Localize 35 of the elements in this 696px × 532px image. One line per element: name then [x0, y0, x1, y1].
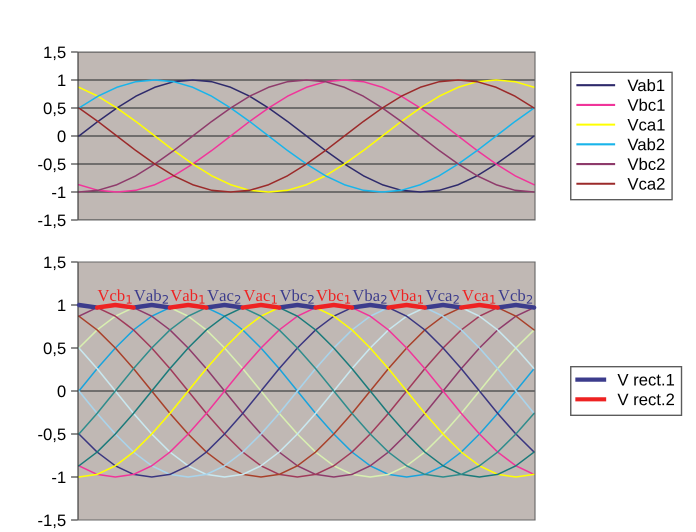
annotation: Vba$_{2}$ — [352, 289, 386, 304]
annotation: Vac$_{1}$ — [244, 290, 277, 304]
annotation: Vcb$_{1}$ — [98, 289, 132, 304]
legend-label: V rect.1 — [617, 374, 674, 386]
annotation: Vca$_{1}$ — [462, 290, 496, 304]
y-tick-label: 1 — [58, 74, 66, 86]
line-series — [78, 79, 535, 193]
y-tick-label: 0 — [58, 385, 66, 398]
legend-label: Vca2 — [627, 178, 665, 190]
legend-label: Vab1 — [627, 78, 664, 92]
annotation: Vbc$_{1}$ — [316, 289, 350, 304]
annotation: Vca$_{2}$ — [426, 290, 459, 304]
annotation: Vba$_{1}$ — [388, 289, 423, 304]
annotation: Vab$_{1}$ — [170, 289, 205, 304]
legend-label: Vbc2 — [627, 158, 665, 170]
y-tick-label: -1 — [52, 186, 66, 198]
legend-label: Vbc1 — [627, 98, 665, 111]
y-tick-label: 0 — [58, 130, 66, 142]
y-tick-label: -1,5 — [38, 514, 66, 528]
y-tick-label: -1 — [52, 472, 66, 484]
legend-label: Vab2 — [627, 138, 664, 150]
y-tick-label: -0,5 — [38, 158, 66, 172]
y-tick-label: 0,5 — [44, 102, 66, 116]
legend-label: V rect.2 — [617, 394, 674, 406]
y-tick-label: 0,5 — [44, 342, 66, 356]
legend-label: Vca1 — [627, 118, 665, 131]
annotation: Vcb$_{2}$ — [498, 289, 532, 304]
annotation: Vac$_{2}$ — [207, 290, 240, 304]
annotation: Vab$_{2}$ — [134, 289, 168, 304]
y-tick-label: -1,5 — [38, 214, 66, 228]
y-tick-label: 1,5 — [44, 46, 66, 60]
y-tick-label: -0,5 — [38, 428, 66, 442]
y-tick-label: 1 — [58, 300, 66, 312]
y-tick-label: 1,5 — [44, 256, 66, 270]
annotation: Vbc$_{2}$ — [280, 289, 314, 304]
